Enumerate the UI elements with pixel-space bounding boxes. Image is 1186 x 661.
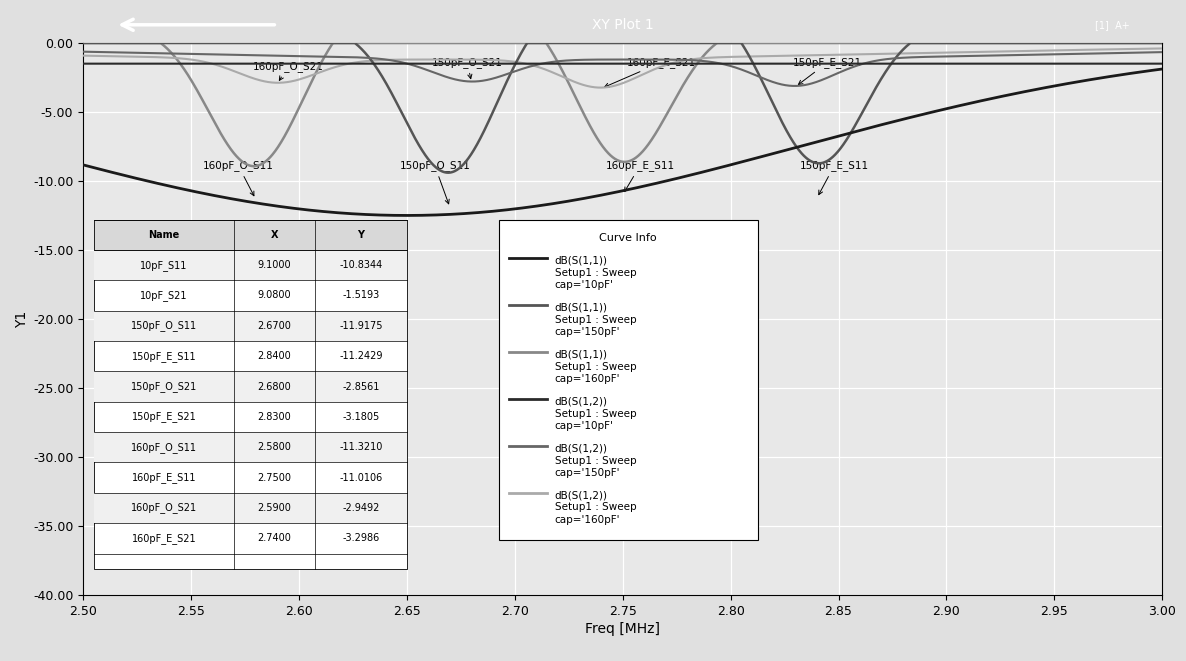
Text: 2.6800: 2.6800: [257, 381, 292, 391]
FancyBboxPatch shape: [94, 250, 407, 280]
Text: dB(S(1,1))
Setup1 : Sweep
cap='10pF': dB(S(1,1)) Setup1 : Sweep cap='10pF': [555, 255, 636, 290]
Text: -10.8344: -10.8344: [339, 260, 383, 270]
Text: 160pF_E_S21: 160pF_E_S21: [132, 533, 196, 544]
FancyBboxPatch shape: [94, 432, 407, 463]
Text: dB(S(1,1))
Setup1 : Sweep
cap='160pF': dB(S(1,1)) Setup1 : Sweep cap='160pF': [555, 349, 636, 384]
Text: 150pF_E_S21: 150pF_E_S21: [132, 411, 197, 422]
Text: 160pF_O_S21: 160pF_O_S21: [253, 61, 324, 81]
Text: 150pF_O_S11: 150pF_O_S11: [130, 321, 197, 331]
Text: -3.2986: -3.2986: [343, 533, 380, 543]
Text: 9.1000: 9.1000: [257, 260, 292, 270]
Text: dB(S(1,1))
Setup1 : Sweep
cap='150pF': dB(S(1,1)) Setup1 : Sweep cap='150pF': [555, 302, 636, 337]
Text: dB(S(1,2))
Setup1 : Sweep
cap='150pF': dB(S(1,2)) Setup1 : Sweep cap='150pF': [555, 443, 636, 478]
Text: 150pF_E_S11: 150pF_E_S11: [132, 351, 196, 362]
Text: 160pF_O_S21: 160pF_O_S21: [130, 502, 197, 514]
Text: 160pF_O_S11: 160pF_O_S11: [130, 442, 197, 453]
Text: -2.8561: -2.8561: [343, 381, 380, 391]
Text: -2.9492: -2.9492: [343, 503, 380, 513]
Text: 150pF_O_S21: 150pF_O_S21: [130, 381, 197, 392]
Text: [1]  A+: [1] A+: [1095, 20, 1130, 30]
Text: 10pF_S21: 10pF_S21: [140, 290, 187, 301]
Text: Curve Info: Curve Info: [599, 233, 657, 243]
Text: dB(S(1,2))
Setup1 : Sweep
cap='160pF': dB(S(1,2)) Setup1 : Sweep cap='160pF': [555, 490, 636, 525]
Text: 10pF_S11: 10pF_S11: [140, 260, 187, 270]
Text: -11.9175: -11.9175: [339, 321, 383, 331]
Text: X: X: [270, 230, 279, 240]
Text: -11.3210: -11.3210: [339, 442, 383, 452]
Text: -3.1805: -3.1805: [343, 412, 380, 422]
Text: 2.8300: 2.8300: [257, 412, 292, 422]
Text: 2.7400: 2.7400: [257, 533, 292, 543]
FancyBboxPatch shape: [94, 219, 407, 568]
FancyBboxPatch shape: [94, 371, 407, 402]
Text: 150pF_E_S21: 150pF_E_S21: [793, 57, 862, 85]
Text: 150pF_O_S11: 150pF_O_S11: [400, 161, 471, 204]
Text: -1.5193: -1.5193: [343, 290, 380, 301]
Text: 2.7500: 2.7500: [257, 473, 292, 483]
FancyBboxPatch shape: [94, 493, 407, 523]
FancyBboxPatch shape: [94, 219, 407, 250]
Text: 160pF_E_S21: 160pF_E_S21: [605, 57, 696, 87]
Text: 2.8400: 2.8400: [257, 351, 292, 361]
Text: -11.0106: -11.0106: [339, 473, 383, 483]
X-axis label: Freq [MHz]: Freq [MHz]: [585, 622, 661, 636]
Text: 2.5900: 2.5900: [257, 503, 292, 513]
Text: -11.2429: -11.2429: [339, 351, 383, 361]
Text: Name: Name: [148, 230, 179, 240]
FancyBboxPatch shape: [94, 311, 407, 341]
Text: XY Plot 1: XY Plot 1: [592, 18, 653, 32]
FancyBboxPatch shape: [498, 219, 758, 539]
Text: 160pF_E_S11: 160pF_E_S11: [132, 472, 196, 483]
Text: dB(S(1,2))
Setup1 : Sweep
cap='10pF': dB(S(1,2)) Setup1 : Sweep cap='10pF': [555, 396, 636, 431]
Text: 9.0800: 9.0800: [257, 290, 292, 301]
Text: 160pF_O_S11: 160pF_O_S11: [203, 161, 274, 196]
Text: Y: Y: [357, 230, 364, 240]
Y-axis label: Y1: Y1: [14, 310, 28, 328]
Text: 160pF_E_S11: 160pF_E_S11: [605, 161, 675, 192]
Text: 150pF_O_S21: 150pF_O_S21: [432, 57, 503, 79]
Text: 2.6700: 2.6700: [257, 321, 292, 331]
Text: 150pF_E_S11: 150pF_E_S11: [799, 161, 869, 194]
Text: 2.5800: 2.5800: [257, 442, 292, 452]
